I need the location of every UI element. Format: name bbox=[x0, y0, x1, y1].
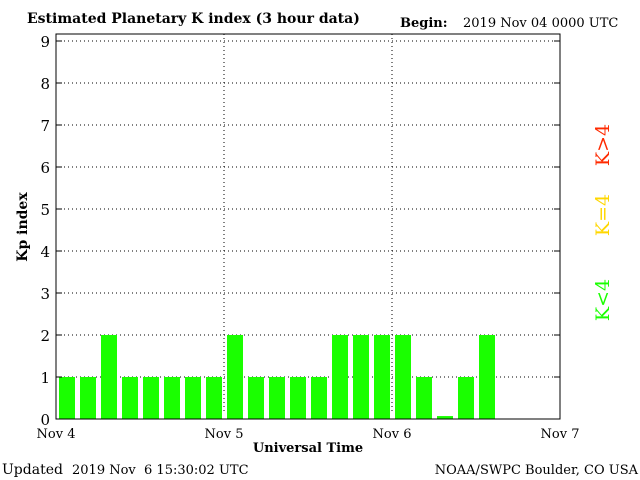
kp-bar bbox=[185, 377, 201, 419]
source-credit: NOAA/SWPC Boulder, CO USA bbox=[435, 463, 639, 478]
updated-label: Updated bbox=[2, 462, 63, 478]
updated-value: 2019 Nov 6 15:30:02 UTC bbox=[72, 463, 249, 478]
x-tick-label: Nov 5 bbox=[205, 427, 244, 442]
kp-bar bbox=[374, 335, 390, 419]
y-tick-label: 7 bbox=[40, 117, 50, 135]
begin-value: 2019 Nov 04 0000 UTC bbox=[463, 16, 618, 31]
kp-bar bbox=[332, 335, 348, 419]
x-tick-label: Nov 6 bbox=[373, 427, 412, 442]
x-axis-label: Universal Time bbox=[253, 441, 363, 456]
legend-item: K=4 bbox=[592, 194, 614, 236]
kp-bar bbox=[437, 416, 453, 419]
y-tick-label: 9 bbox=[40, 33, 50, 51]
y-tick-label: 0 bbox=[40, 411, 50, 429]
y-tick-label: 4 bbox=[40, 243, 50, 261]
kp-bar bbox=[416, 377, 432, 419]
kp-bar bbox=[311, 377, 327, 419]
y-tick-label: 2 bbox=[40, 327, 50, 345]
chart-title: Estimated Planetary K index (3 hour data… bbox=[27, 11, 360, 27]
kp-bar bbox=[59, 377, 75, 419]
kp-bar bbox=[479, 335, 495, 419]
y-tick-label: 1 bbox=[40, 369, 50, 387]
kp-bar bbox=[206, 377, 222, 419]
kp-bar bbox=[122, 377, 138, 419]
y-tick-label: 8 bbox=[40, 75, 50, 93]
legend-item: K>4 bbox=[592, 124, 614, 166]
kp-bar bbox=[80, 377, 96, 419]
kp-bar bbox=[143, 377, 159, 419]
kp-bar bbox=[269, 377, 285, 419]
x-tick-label: Nov 4 bbox=[37, 427, 76, 442]
kp-bar bbox=[395, 335, 411, 419]
y-axis-label: Kp index bbox=[15, 192, 31, 262]
kp-bar bbox=[353, 335, 369, 419]
kp-bar bbox=[458, 377, 474, 419]
begin-label: Begin: bbox=[400, 16, 448, 31]
y-tick-label: 3 bbox=[40, 285, 50, 303]
kp-bar bbox=[248, 377, 264, 419]
y-tick-label: 5 bbox=[40, 201, 50, 219]
plot-frame bbox=[55, 33, 561, 420]
kp-bar bbox=[227, 335, 243, 419]
x-tick-label: Nov 7 bbox=[541, 427, 580, 442]
y-tick-label: 6 bbox=[40, 159, 50, 177]
legend-item: K<4 bbox=[592, 279, 614, 321]
kp-bar bbox=[101, 335, 117, 419]
kp-bar bbox=[164, 377, 180, 419]
kp-bar bbox=[290, 377, 306, 419]
